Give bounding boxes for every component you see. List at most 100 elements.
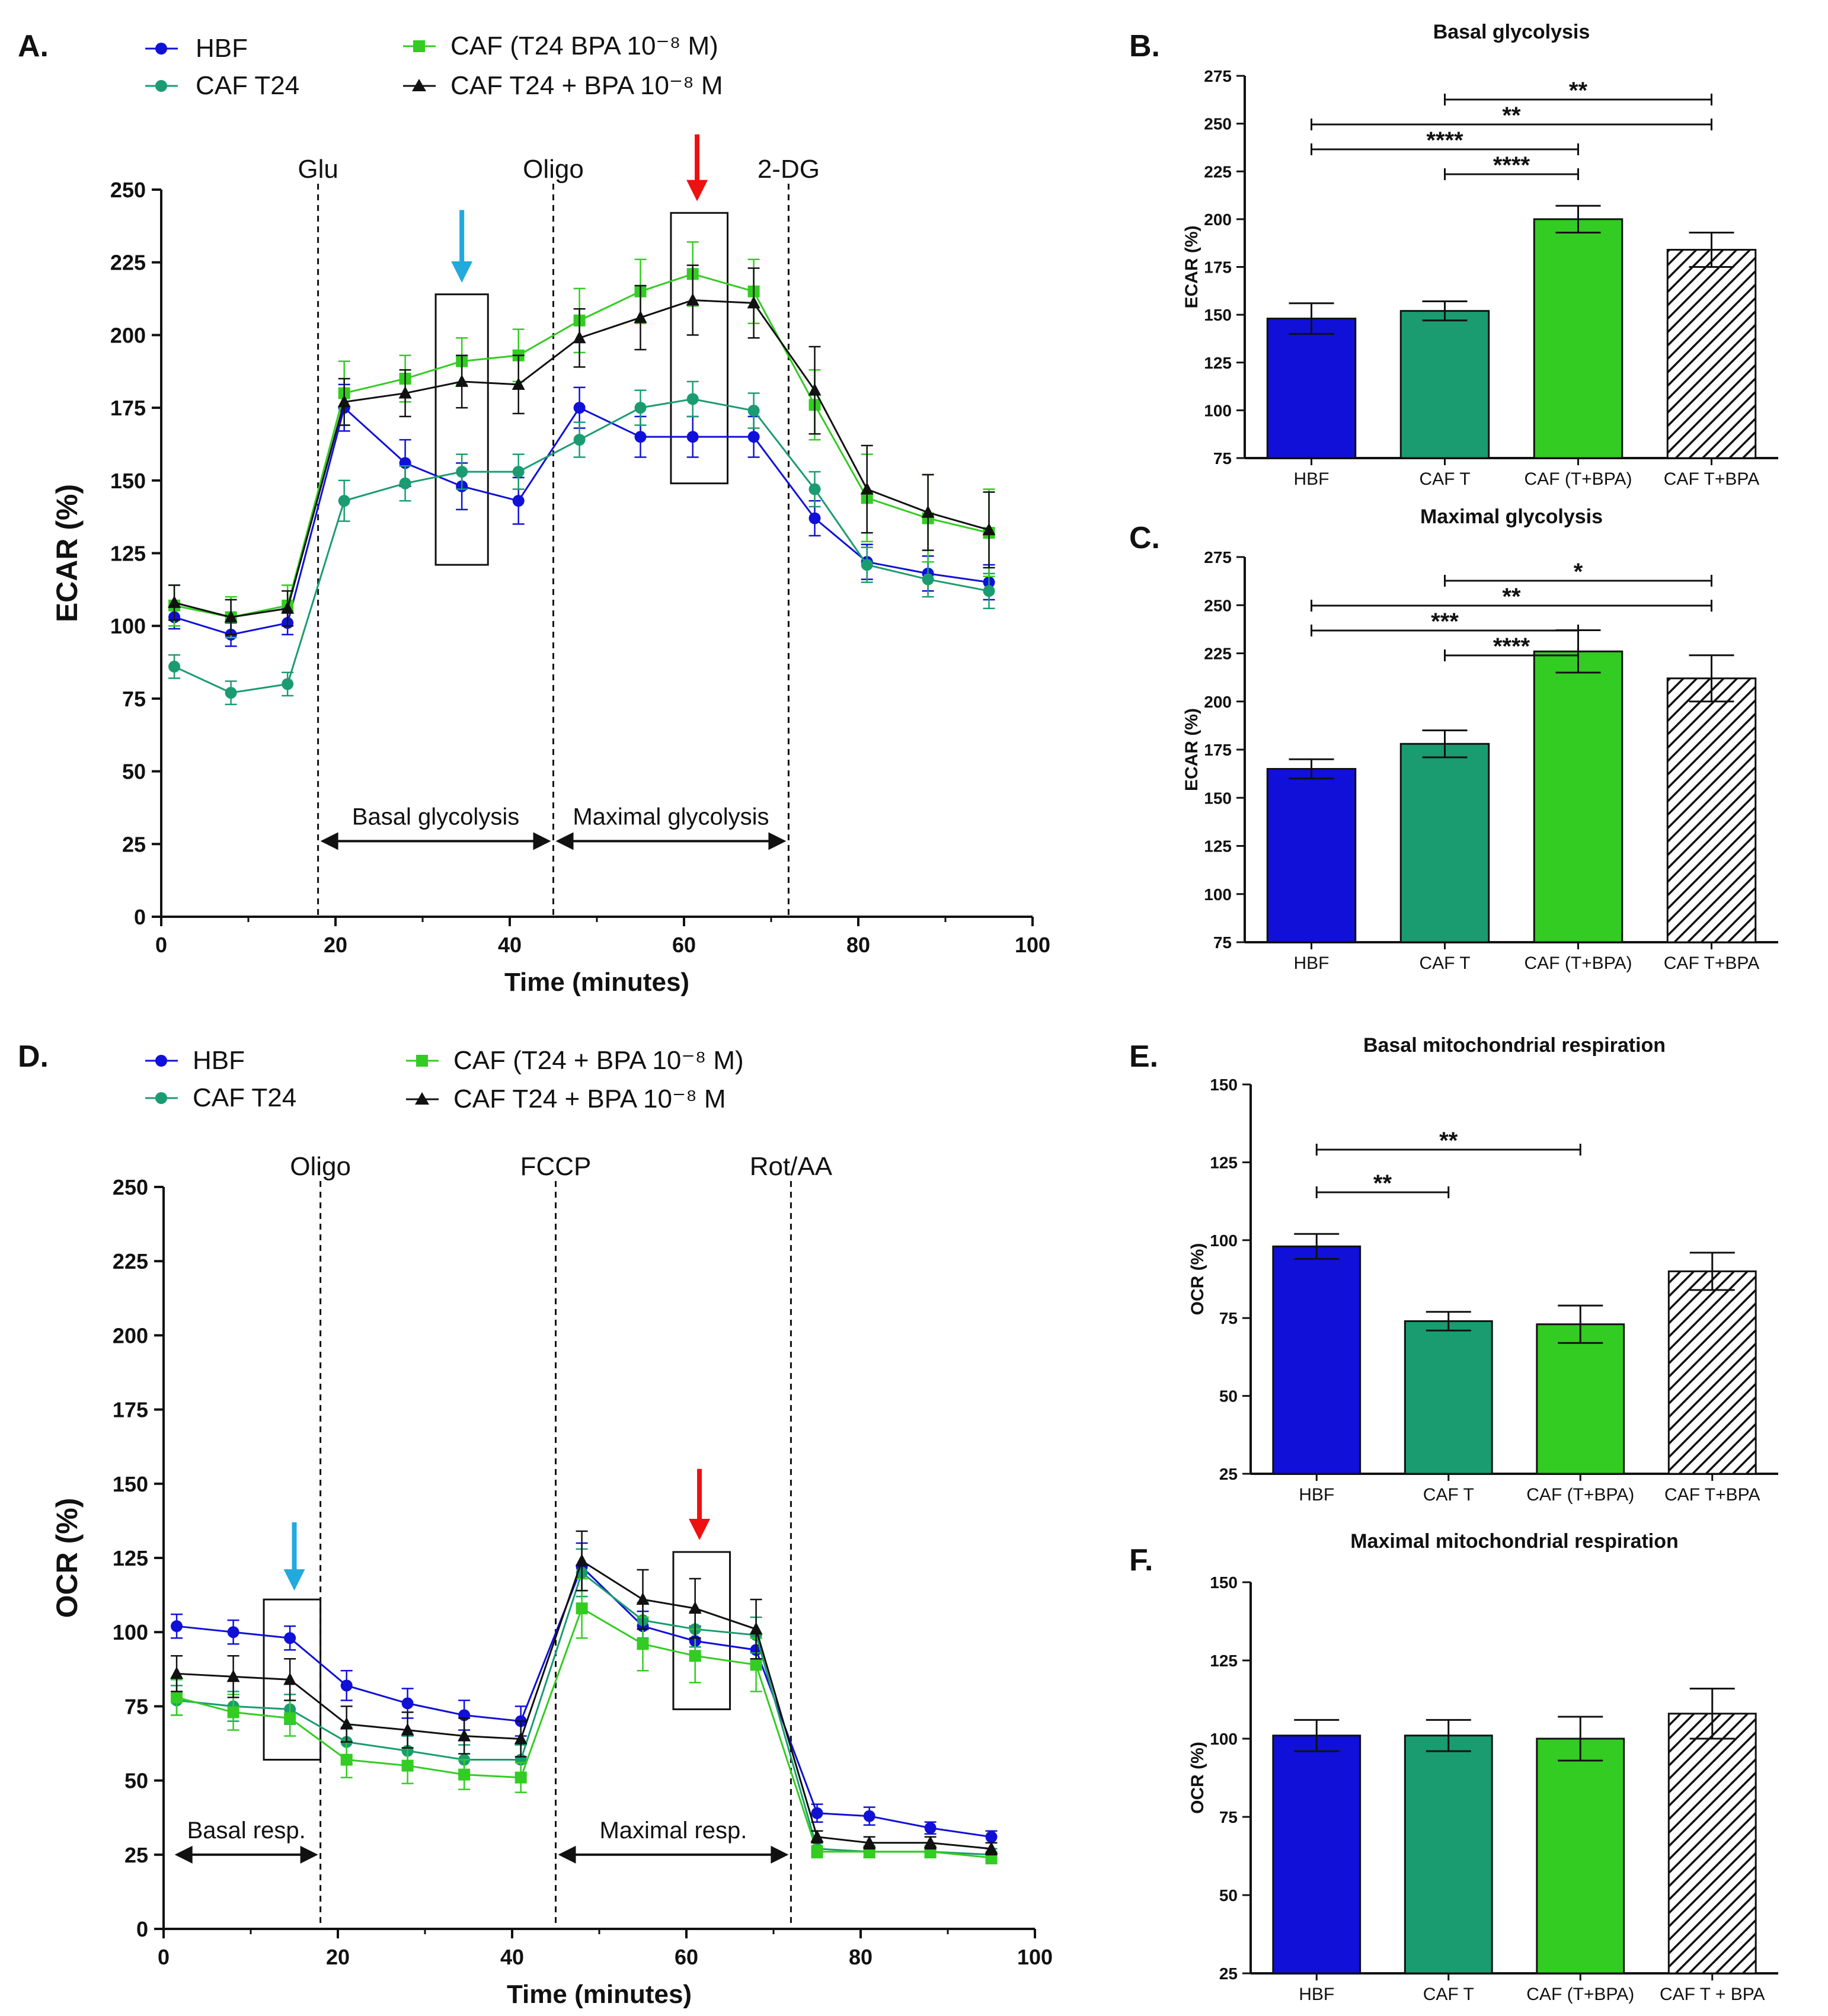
chart-e-y-axis-title: OCR (%): [1188, 1243, 1207, 1316]
chart-a-data-point: [808, 483, 821, 495]
legend-d: HBF CAF T24 CAF (T24 + BPA 10⁻⁸ M) CAF T…: [145, 1046, 744, 1113]
chart-a-data-point: [282, 678, 294, 690]
chart-a-data-point: [747, 296, 760, 309]
chart-f-title: Maximal mitochondrial respiration: [1350, 1530, 1679, 1553]
chart-a-x-axis-title: Time (minutes): [504, 968, 689, 997]
chart-a-y-tick-label: 175: [110, 396, 146, 420]
chart-d-data-point: [637, 1638, 649, 1650]
chart-c-significance-label: *: [1574, 559, 1583, 585]
chart-d-data-point: [227, 1706, 239, 1719]
chart-d-x-axis-title: Time (minutes): [507, 1980, 692, 2009]
chart-a-data-point: [634, 431, 647, 443]
chart-a-data-point: [686, 431, 699, 443]
chart-a-span-arrowhead-left: [320, 832, 338, 850]
chart-a-data-point: [921, 505, 935, 518]
chart-a-y-tick-label: 75: [122, 687, 146, 711]
chart-a-span-arrowhead-right: [533, 832, 551, 850]
chart-a-data-point: [747, 431, 760, 443]
chart-c-y-axis-title: ECAR (%): [1182, 708, 1201, 791]
chart-b-y-tick-label: 75: [1213, 449, 1232, 468]
chart-a-y-tick-label: 150: [110, 469, 146, 493]
chart-f-category-label: HBF: [1299, 1985, 1334, 2004]
chart-a-highlight-box: [434, 293, 489, 566]
chart-a-data-point: [512, 377, 525, 390]
chart-a-data-point: [224, 610, 238, 623]
legend-d-caf-t24-marker: [155, 1092, 167, 1104]
chart-e-significance-label: **: [1439, 1128, 1458, 1154]
chart-a-series-3: [168, 264, 996, 636]
chart-d-blue_arrow-head: [283, 1569, 305, 1591]
chart-a-highlight-box: [670, 212, 728, 485]
chart-a-data-point: [281, 601, 295, 614]
chart-d-y-tick-label: 150: [113, 1472, 148, 1496]
chart-a-data-point: [634, 402, 647, 414]
chart-a-data-point: [808, 512, 821, 524]
chart-a-data-point: [747, 405, 760, 417]
chart-a-x-tick-label: 60: [672, 933, 696, 957]
chart-f-category-label: CAF T + BPA: [1660, 1985, 1765, 2004]
chart-d-data-point: [750, 1659, 762, 1671]
chart-a-data-point: [860, 482, 874, 495]
chart-a-data-point: [399, 477, 411, 489]
chart-d-data-point: [514, 1771, 527, 1784]
chart-a-data-point: [456, 466, 468, 478]
chart-b-y-tick-label: 150: [1204, 306, 1232, 324]
panel-label-e: E.: [1129, 1039, 1158, 1074]
chart-a-y-axis-title: ECAR (%): [50, 484, 84, 622]
chart-d-data-point: [458, 1729, 471, 1742]
panel-label-d: D.: [18, 1039, 49, 1074]
chart-c-bar: [1533, 650, 1624, 943]
chart-b-bar: [1666, 248, 1757, 459]
chart-f-y-tick-label: 150: [1210, 1573, 1238, 1592]
chart-e-category-label: CAF (T+BPA): [1526, 1485, 1634, 1505]
chart-a-x-tick-label: 40: [498, 933, 522, 957]
chart-d-data-point: [985, 1831, 998, 1843]
chart-d-span-arrowhead-right: [771, 1845, 789, 1864]
chart-d-x-tick-label: 60: [675, 1945, 698, 1969]
chart-a-data-point: [808, 383, 822, 396]
chart-a-data-point: [686, 393, 699, 405]
legend-a: HBF CAF T24 CAF (T24 BPA 10⁻⁸ M) CAF T24…: [145, 31, 723, 100]
chart-a-data-point: [982, 523, 996, 536]
chart-d-data-point: [284, 1712, 296, 1724]
chart-e-title: Basal mitochondrial respiration: [1363, 1034, 1666, 1057]
chart-c-maximal-glycolysis: Maximal glycolysis 75 100 125 150 175 200 225 25…: [1182, 505, 1778, 973]
chart-a-y-tick-label: 250: [110, 178, 146, 202]
chart-d-injection-label: FCCP: [520, 1152, 592, 1181]
panel-label-b: B.: [1129, 29, 1160, 63]
chart-f-y-tick-label: 75: [1219, 1808, 1238, 1826]
chart-c-y-tick-label: 225: [1204, 645, 1232, 663]
chart-d-data-point: [340, 1679, 353, 1692]
chart-a-data-point: [634, 310, 647, 323]
chart-b-category-label: CAF T+BPA: [1664, 469, 1759, 489]
chart-f-category-label: CAF T: [1423, 1985, 1474, 2004]
chart-b-bar: [1266, 318, 1357, 459]
chart-f-y-axis-title: OCR (%): [1188, 1742, 1207, 1814]
chart-d-y-tick-label: 25: [124, 1843, 148, 1867]
chart-e-significance-label: **: [1373, 1170, 1392, 1196]
chart-c-bar: [1666, 677, 1757, 943]
chart-a-injection-label: Oligo: [523, 155, 584, 184]
chart-b-y-tick-label: 100: [1204, 401, 1232, 420]
chart-e-category-label: HBF: [1299, 1485, 1334, 1505]
chart-c-significance-label: ***: [1431, 609, 1459, 635]
chart-b-y-tick-label: 275: [1204, 67, 1232, 85]
chart-d-y-tick-label: 100: [113, 1620, 148, 1644]
chart-d-data-point: [749, 1622, 763, 1635]
chart-f-maximal-mito-respiration: Maximal mitochondrial respiration 25 50 75 1…: [1188, 1530, 1778, 2004]
chart-d-data-point: [171, 1691, 183, 1704]
legend-d-caf-t24-label: CAF T24: [193, 1083, 296, 1112]
chart-d-y-tick-label: 225: [113, 1249, 148, 1273]
legend-a-caf-cond-marker: [413, 40, 425, 52]
chart-d-data-point: [862, 1835, 876, 1848]
chart-a-data-point: [455, 374, 469, 387]
panel-label-f: F.: [1129, 1543, 1153, 1577]
chart-e-y-tick-label: 50: [1219, 1387, 1238, 1406]
chart-e-basal-mito-respiration: Basal mitochondrial respiration 25 50 75 100…: [1188, 1034, 1778, 1505]
chart-d-data-point: [284, 1632, 296, 1644]
chart-c-y-tick-label: 150: [1204, 789, 1232, 807]
chart-a-y-tick-label: 0: [134, 905, 146, 929]
chart-c-y-tick-label: 175: [1204, 741, 1232, 759]
chart-d-data-point: [924, 1822, 937, 1834]
chart-e-category-label: CAF T+BPA: [1664, 1485, 1760, 1505]
